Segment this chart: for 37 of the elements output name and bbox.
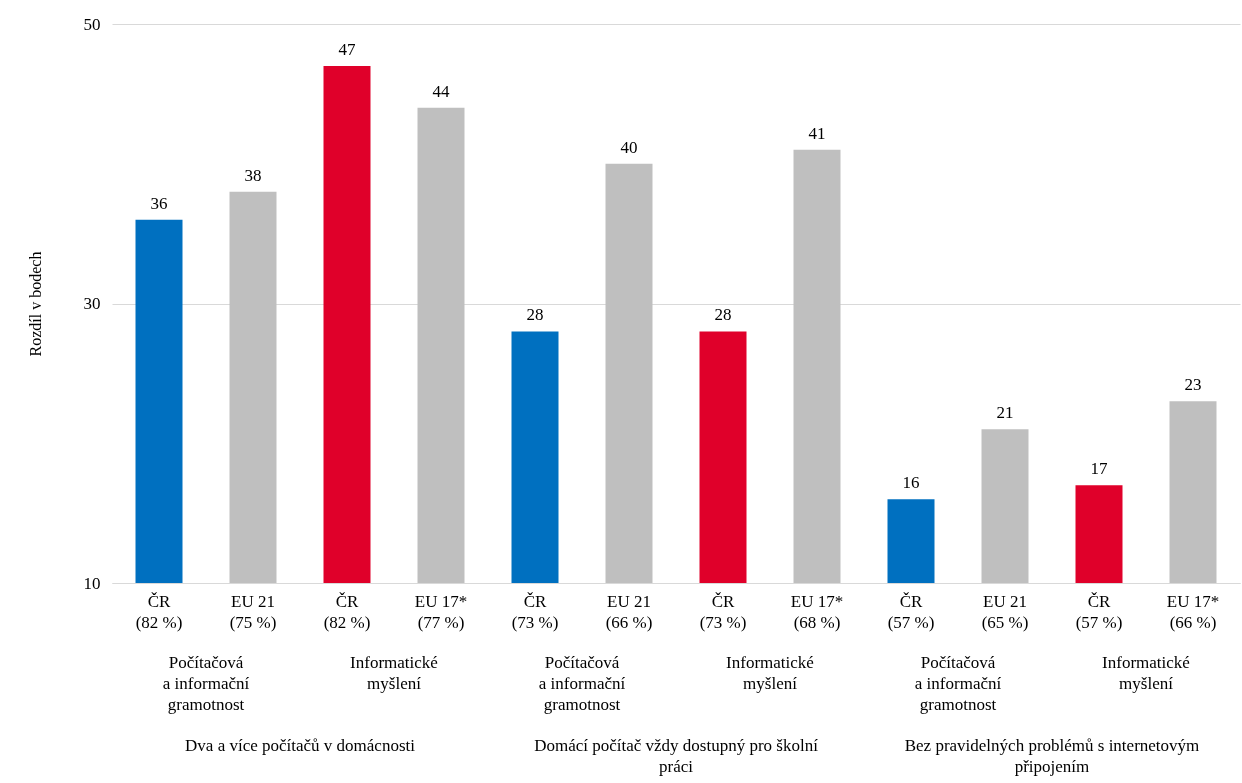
data-label: 17 [1090, 459, 1108, 479]
y-tick-label: 30 [83, 294, 101, 313]
data-label: 28 [526, 305, 544, 325]
data-label: 44 [432, 81, 450, 101]
data-label: 41 [808, 123, 826, 143]
x-tick-label: ČR (73 %) [511, 591, 559, 632]
x-tick-label: ČR (57 %) [887, 591, 935, 632]
x-tick-label: EU 17* (68 %) [790, 591, 844, 632]
x-tick-label: EU 21 (75 %) [229, 591, 277, 632]
text: Počítačová a informační gramotnost [914, 653, 1002, 714]
text: Informatické myšlení [1102, 653, 1190, 693]
data-label: 23 [1184, 375, 1202, 395]
data-label: 36 [150, 193, 168, 213]
x-tick-label: ČR (73 %) [699, 591, 747, 632]
y-tick-label: 50 [83, 14, 101, 34]
data-label: 21 [996, 403, 1014, 423]
data-label: 16 [902, 473, 920, 493]
x-tick-label: EU 17* (66 %) [1166, 591, 1220, 632]
y-tick-label: 10 [83, 573, 101, 593]
x-tick-label: ČR (82 %) [135, 591, 183, 632]
data-label: 40 [620, 137, 638, 157]
text: Informatické myšlení [726, 653, 814, 693]
x-tick-label: EU 17* (77 %) [414, 591, 468, 632]
y-axis-title: Rozdíl v bodech [26, 251, 44, 357]
x-tick-label: ČR (82 %) [323, 591, 371, 632]
text: Informatické myšlení [350, 653, 438, 693]
text: Počítačová a informační gramotnost [538, 653, 626, 714]
x-tick-label: EU 21 (66 %) [605, 591, 653, 632]
text: Počítačová a informační gramotnost [162, 653, 250, 714]
data-label: 38 [244, 165, 262, 185]
x-tick-label: EU 21 (65 %) [981, 591, 1029, 632]
data-label: 28 [714, 305, 732, 325]
text: Bez pravidelných problémů s internetovým připojením [904, 736, 1200, 776]
text: Domácí počítač vždy dostupný pro školní práci [534, 736, 819, 776]
data-label: 47 [338, 39, 356, 59]
x-tick-label: ČR (57 %) [1075, 591, 1123, 632]
text: Dva a více počítačů v domácnosti [185, 736, 416, 755]
